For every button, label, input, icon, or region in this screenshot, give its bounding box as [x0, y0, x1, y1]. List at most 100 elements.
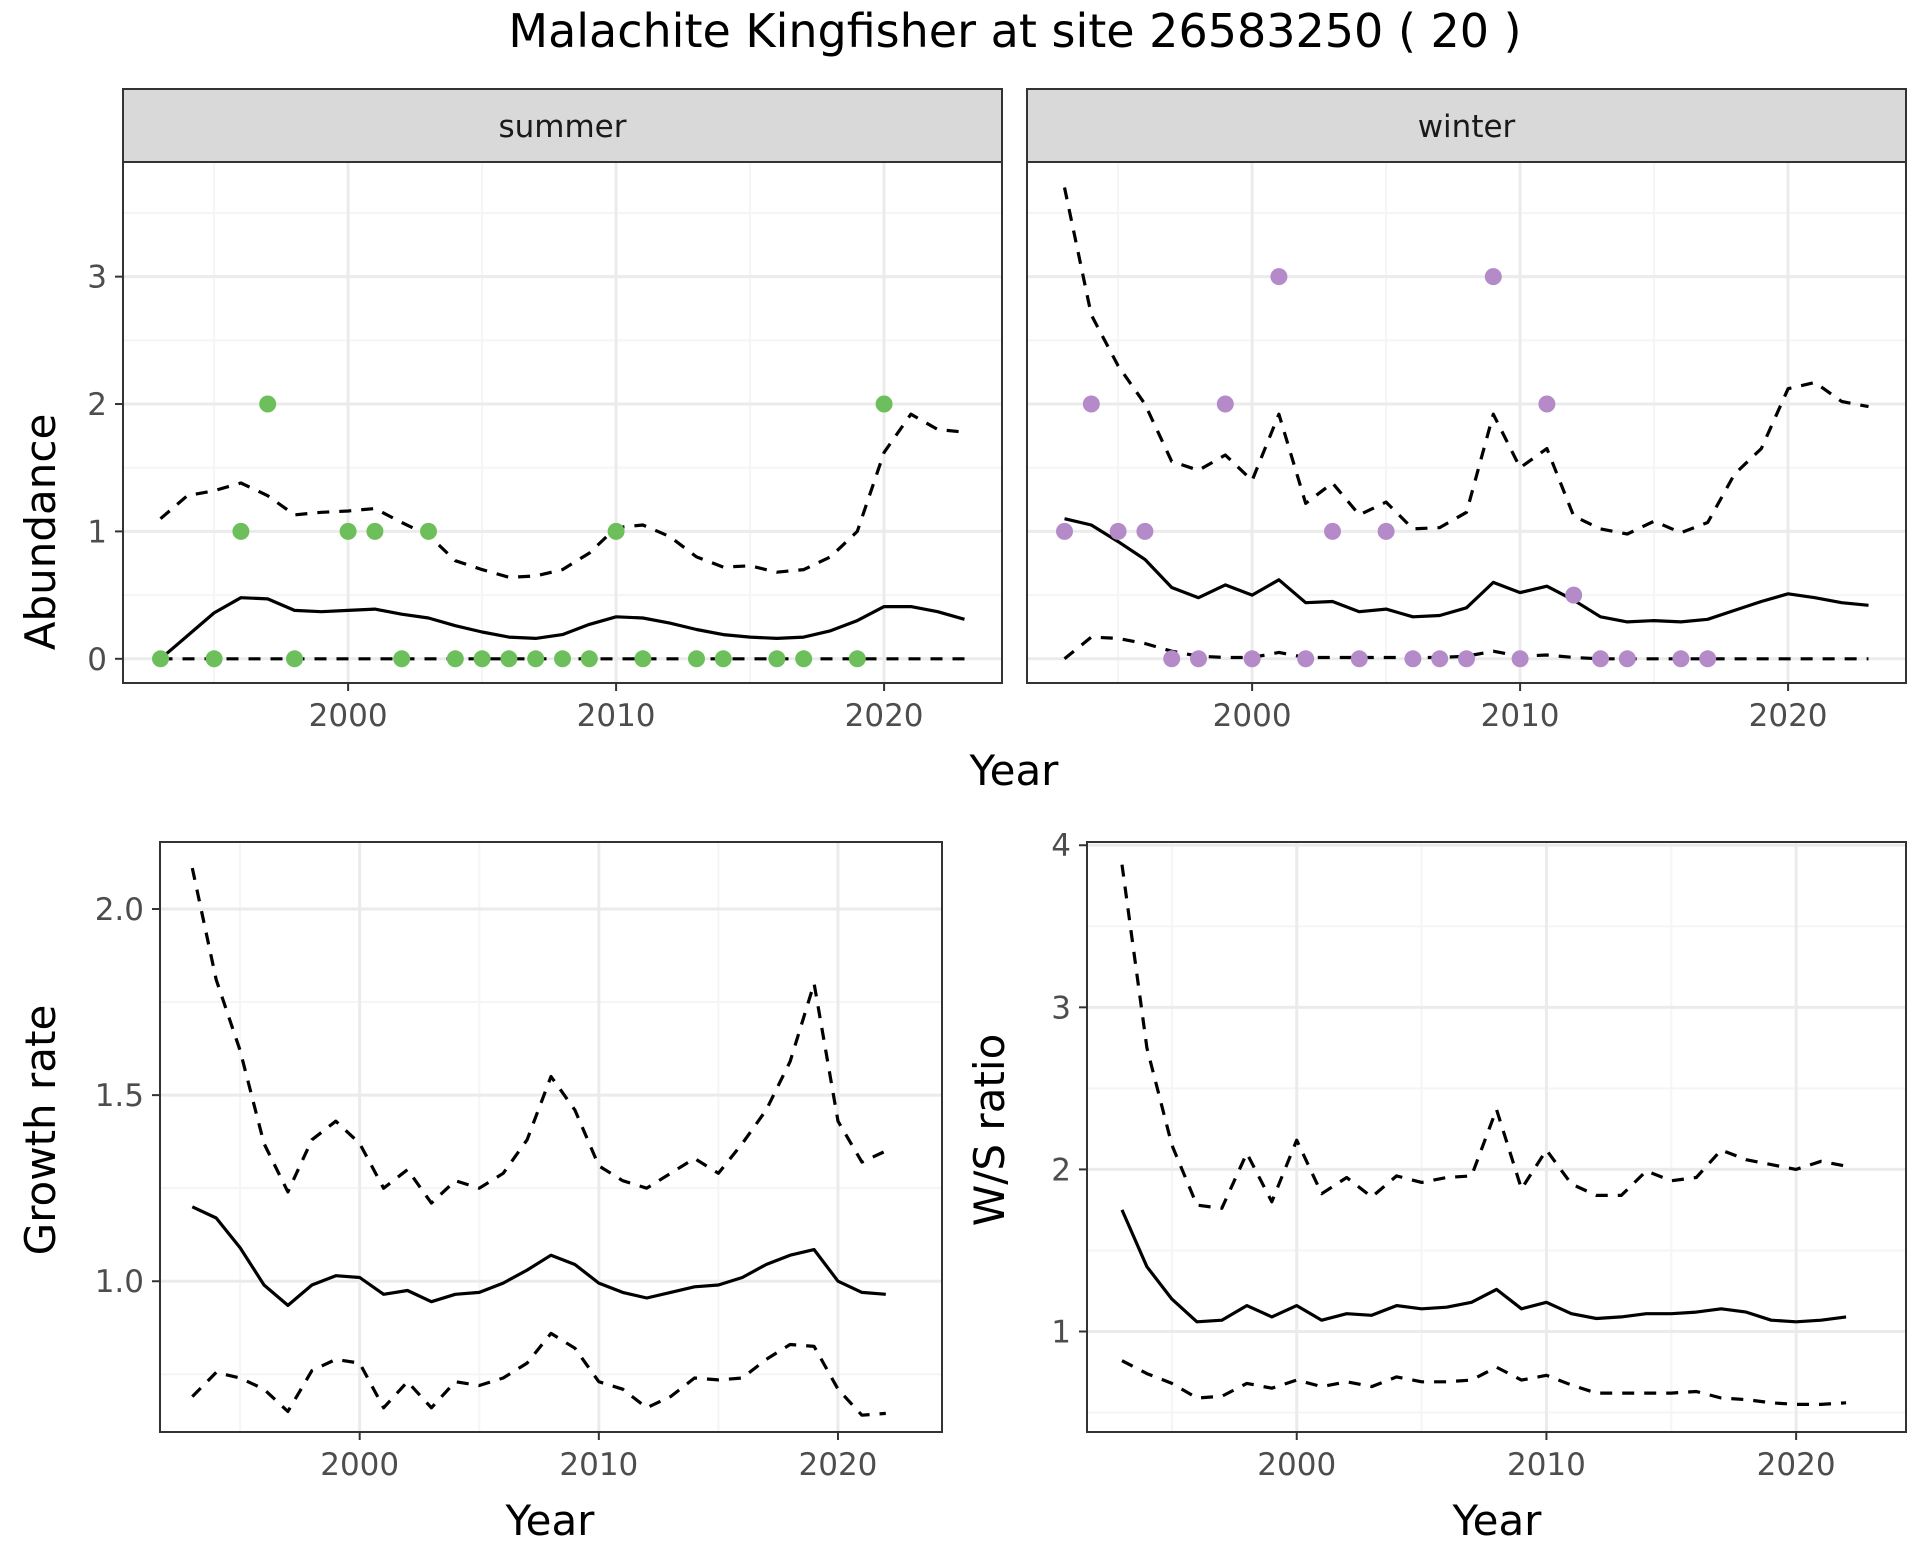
upper-bound-line-winter — [1062, 187, 1869, 536]
observation-point-winter — [1190, 650, 1208, 668]
upper-bound-line-ratio — [1120, 864, 1847, 1210]
plot-background-growth — [160, 842, 942, 1432]
panel-growth-rate: 2000 2010 2020 1.0 1.5 2.0 — [95, 841, 943, 1483]
mean-line-ratio — [1120, 1209, 1847, 1324]
observation-point-summer — [500, 650, 518, 668]
x-tick-label: 2000 — [1213, 698, 1292, 734]
y-tick-label: 1.0 — [95, 1264, 144, 1300]
panel-winter: 2000 2010 2020 — [1026, 161, 1907, 734]
x-tick-label: 2010 — [577, 698, 656, 734]
x-tick-label: 2010 — [1507, 1447, 1586, 1483]
observation-point-summer — [875, 395, 893, 413]
observation-point-summer — [527, 650, 545, 668]
observation-point-summer — [446, 650, 464, 668]
observation-point-summer — [366, 522, 384, 540]
observation-point-summer — [795, 650, 813, 668]
panel-border-summer — [122, 161, 1003, 684]
observation-point-summer — [339, 522, 357, 540]
observation-point-winter — [1297, 650, 1315, 668]
upper-bound-line-growth — [190, 867, 887, 1205]
y-axis-title-abundance: Abundance — [16, 414, 65, 651]
x-tick-label: 2010 — [559, 1447, 638, 1483]
observation-point-summer — [286, 650, 304, 668]
x-tick-label: 2000 — [309, 698, 388, 734]
observation-point-winter — [1699, 650, 1717, 668]
y-tick-label: 1.5 — [95, 1078, 144, 1114]
x-tick-label: 2020 — [845, 698, 924, 734]
observation-point-winter — [1243, 650, 1261, 668]
y-tick-label: 2.0 — [95, 892, 144, 928]
observation-point-winter — [1591, 650, 1609, 668]
panel-summer: 2000 2010 2020 0 1 2 3 — [87, 161, 1003, 734]
observation-point-summer — [420, 522, 438, 540]
observation-point-winter — [1404, 650, 1422, 668]
observation-point-winter — [1216, 395, 1234, 413]
observation-point-winter — [1056, 522, 1074, 540]
y-tick-label: 0 — [87, 642, 107, 678]
x-tick-label: 2020 — [1757, 1447, 1836, 1483]
y-tick-label: 3 — [87, 260, 107, 296]
panel-border-ratio — [1086, 841, 1907, 1433]
y-tick-label: 2 — [1051, 1152, 1071, 1188]
y-tick-label: 1 — [1051, 1315, 1071, 1351]
y-tick-label: 1 — [87, 514, 107, 550]
y-tick-label: 2 — [87, 387, 107, 423]
observation-point-summer — [393, 650, 411, 668]
observation-point-summer — [687, 650, 705, 668]
observation-point-summer — [580, 650, 598, 668]
observation-point-winter — [1324, 522, 1342, 540]
mean-line-winter — [1064, 517, 1869, 624]
panel-ws-ratio: 2000 2010 2020 1 2 3 4 — [1051, 828, 1907, 1483]
observation-point-summer — [232, 522, 250, 540]
observation-point-winter — [1082, 395, 1100, 413]
y-tick-label: 4 — [1051, 828, 1071, 864]
observation-point-summer — [473, 650, 491, 668]
observation-point-winter — [1350, 650, 1368, 668]
observation-point-winter — [1458, 650, 1475, 668]
panel-border-growth — [159, 841, 943, 1433]
observation-point-summer — [554, 650, 571, 668]
y-axis-title-ws-ratio: W/S ratio — [965, 1034, 1014, 1227]
observation-point-winter — [1136, 522, 1154, 540]
observation-point-summer — [607, 522, 625, 540]
x-tick-label: 2000 — [1257, 1447, 1336, 1483]
x-tick-label: 2010 — [1481, 698, 1560, 734]
observation-point-summer — [768, 650, 786, 668]
observation-point-winter — [1484, 268, 1502, 286]
observation-point-winter — [1672, 650, 1690, 668]
x-axis-title-growth: Year — [505, 1496, 596, 1545]
facet-label-summer: summer — [498, 109, 626, 145]
observation-point-summer — [259, 395, 277, 413]
observation-point-summer — [152, 650, 170, 668]
figure-title: Malachite Kingfisher at site 26583250 ( … — [508, 4, 1521, 58]
y-tick-label: 3 — [1051, 990, 1071, 1026]
observation-point-summer — [848, 650, 866, 668]
x-tick-label: 2020 — [799, 1447, 878, 1483]
observation-point-summer — [634, 650, 652, 668]
x-axis-title-ratio: Year — [1452, 1496, 1543, 1545]
facet-strip-winter — [1026, 88, 1907, 163]
observation-point-summer — [205, 650, 223, 668]
observation-point-winter — [1511, 650, 1529, 668]
observation-point-winter — [1270, 268, 1288, 286]
x-tick-label: 2000 — [320, 1447, 399, 1483]
plot-background-summer — [123, 162, 1002, 683]
x-tick-label: 2020 — [1749, 698, 1828, 734]
facet-label-winter: winter — [1418, 109, 1516, 145]
panel-border-winter — [1026, 161, 1907, 684]
observation-point-winter — [1377, 522, 1395, 540]
observation-point-winter — [1618, 650, 1636, 668]
mean-line-summer — [159, 596, 965, 661]
observation-point-winter — [1163, 650, 1181, 668]
observation-point-winter — [1565, 586, 1583, 604]
observation-point-summer — [714, 650, 732, 668]
observation-point-winter — [1109, 522, 1127, 540]
plot-background-winter — [1027, 162, 1906, 683]
observation-point-winter — [1538, 395, 1556, 413]
lower-bound-line-ratio — [1121, 1359, 1847, 1407]
upper-bound-line-summer — [159, 412, 965, 579]
lower-bound-line-growth — [191, 1331, 886, 1417]
y-axis-title-growth-rate: Growth rate — [16, 1005, 65, 1256]
